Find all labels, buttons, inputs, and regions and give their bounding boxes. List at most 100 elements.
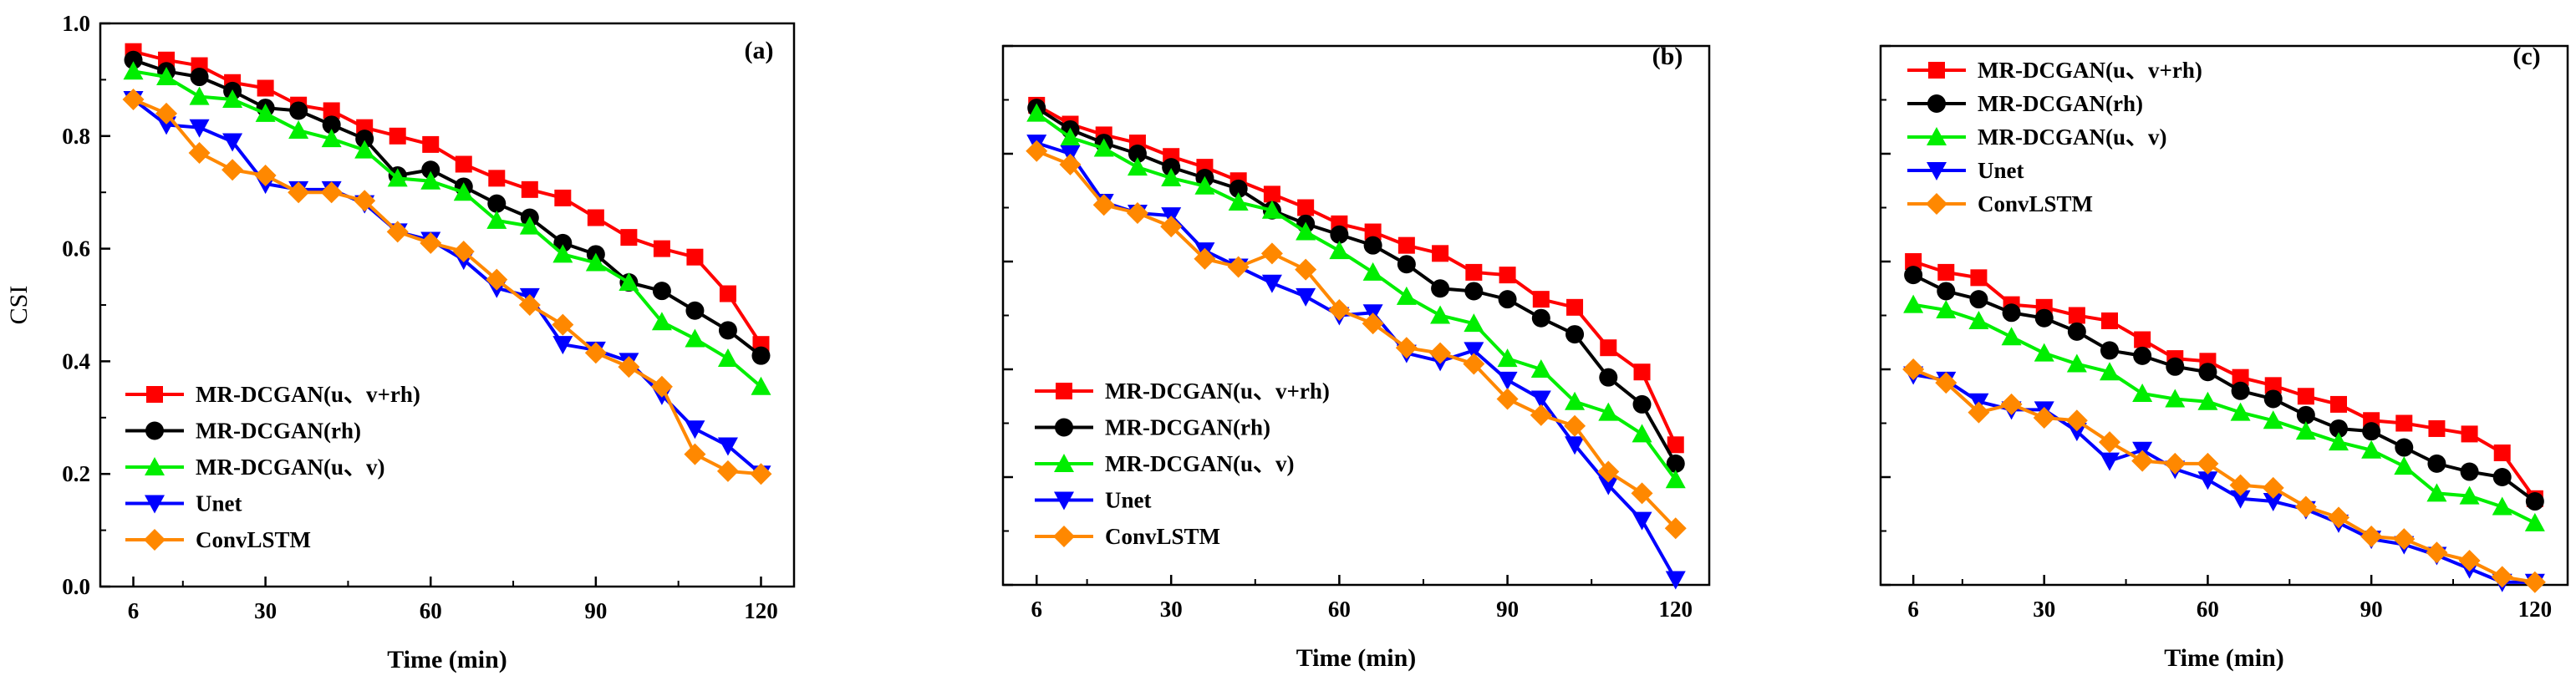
series-2 [1027, 99, 1685, 473]
data-point [587, 209, 604, 226]
data-point [1059, 153, 1082, 175]
y-tick-label: 0.2 [62, 461, 90, 486]
data-point [1330, 225, 1349, 244]
data-point [619, 272, 639, 292]
data-point [2230, 490, 2251, 509]
data-point [1497, 371, 1518, 390]
data-point [717, 348, 738, 368]
data-point [254, 164, 277, 186]
data-point [1530, 404, 1552, 426]
legend-label: MR-DCGAN(rh) [196, 419, 361, 444]
data-point [1565, 325, 1585, 344]
series-1 [125, 43, 770, 353]
legend: MR-DCGAN(u、v+rh) MR-DCGAN(rh) MR-DCGAN(u、v… [125, 382, 420, 552]
data-point [355, 130, 374, 149]
x-tick-label: 30 [1160, 597, 1183, 622]
data-point [751, 346, 771, 365]
data-point [521, 180, 538, 198]
series-3 [1903, 294, 2545, 531]
legend-label: MR-DCGAN(rh) [1105, 415, 1270, 440]
data-point [2034, 308, 2054, 328]
x-tick-label: 90 [2360, 597, 2383, 622]
data-point [2362, 422, 2381, 441]
legend-label: Unet [196, 491, 242, 516]
x-tick-label: 6 [1031, 597, 1042, 622]
data-point [2101, 312, 2118, 329]
data-point [2263, 389, 2283, 409]
data-point [1631, 482, 1653, 505]
data-point [1430, 305, 1451, 324]
legend-marker [1927, 94, 1946, 113]
legend-marker [1056, 383, 1072, 399]
data-point [1260, 242, 1283, 265]
legend-marker [1055, 418, 1073, 437]
data-point [2166, 357, 2185, 376]
x-tick-label: 6 [1907, 597, 1919, 622]
data-point [2492, 468, 2512, 486]
data-point [2426, 541, 2448, 564]
data-point [2461, 425, 2478, 443]
series-2 [1904, 266, 2544, 511]
legend-marker [1927, 162, 1947, 180]
data-point [1632, 424, 1652, 443]
x-tick-label: 90 [584, 598, 607, 623]
data-point [1464, 313, 1484, 333]
data-point [1362, 313, 1384, 335]
x-axis-label: Time (min) [2164, 644, 2284, 672]
data-point [2329, 419, 2348, 438]
data-point [1397, 236, 1415, 254]
data-point [1228, 192, 1249, 211]
legend-marker [1926, 193, 1947, 215]
data-point [1531, 308, 1550, 328]
data-point [2459, 485, 2480, 505]
data-point [123, 61, 144, 80]
data-point [1664, 517, 1687, 540]
data-point [2395, 438, 2414, 457]
y-tick-label: 0.6 [62, 236, 90, 262]
data-point [2493, 444, 2511, 461]
data-point [2099, 431, 2120, 454]
data-point [1295, 258, 1317, 281]
data-point [2231, 381, 2250, 400]
data-point [651, 312, 672, 331]
data-point [2197, 471, 2218, 490]
data-point [1194, 175, 1215, 195]
data-point [320, 181, 343, 204]
data-point [2262, 476, 2284, 499]
data-point [1665, 571, 1686, 590]
data-point [2524, 512, 2545, 531]
data-point [1565, 436, 1586, 455]
data-point [122, 88, 145, 110]
data-point [1261, 200, 1282, 219]
data-point [2066, 423, 2087, 442]
data-point [2426, 483, 2447, 502]
data-point [354, 140, 375, 159]
data-point [1599, 368, 1618, 387]
data-point [1496, 388, 1519, 410]
x-axis-label: Time (min) [1296, 644, 1417, 672]
data-point [685, 301, 705, 320]
data-point [1396, 286, 1417, 305]
data-point [1903, 294, 1924, 313]
data-point [2066, 353, 2087, 373]
data-point [1060, 127, 1081, 146]
data-point [552, 313, 574, 336]
data-point [1937, 282, 1956, 301]
data-point [1194, 247, 1216, 270]
data-point [2263, 493, 2283, 512]
data-point [1464, 342, 1484, 361]
data-point [1667, 436, 1684, 454]
data-point [554, 189, 572, 206]
y-axis-label: CSI [5, 286, 33, 325]
data-point [487, 194, 507, 213]
data-point [322, 115, 341, 135]
data-point [2131, 450, 2154, 472]
data-point [1600, 339, 1617, 357]
data-point [1968, 401, 1990, 424]
data-point [750, 463, 772, 485]
legend-label: MR-DCGAN(u、v+rh) [1978, 58, 2202, 83]
data-point [1904, 266, 1923, 285]
data-point [2328, 506, 2349, 529]
legend-marker [1054, 491, 1074, 511]
